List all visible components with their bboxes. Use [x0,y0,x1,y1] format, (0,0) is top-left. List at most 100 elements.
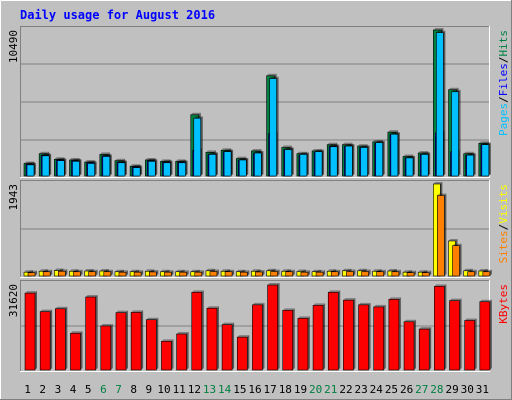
pages-bar-day-25 [390,132,400,177]
pages-bar-day-30-side [473,153,476,176]
kbytes-bar-day-27-face [418,328,430,371]
sites-bar-day-16-top [255,269,265,272]
sites-bar-day-7-side [125,270,128,276]
kbytes-bar-day-29-face [449,300,460,371]
sites-bar-day-2-top [43,269,53,272]
kbytes-bar-day-11 [176,332,189,371]
files-bar-day-30-top [465,153,475,156]
kbytes-bar-day-13-side [216,306,219,370]
x-tick-label-day-4: 4 [70,383,77,396]
kbytes-bar-day-9 [145,317,159,371]
kbytes-bar-day-16-face [252,304,263,371]
visits-bar-day-1-top [24,270,33,273]
sites-bar-day-19-top [300,270,310,273]
hits-bar-day-19-top [296,151,307,154]
pages-bar-day-26-face [405,157,414,177]
pages-bar-day-16-face [254,152,262,177]
kbytes-bar-day-18-face [282,310,294,371]
kbytes-bar-day-12-side [201,290,204,370]
kbytes-bar-day-14-face [221,324,233,371]
kbytes-bar-day-28-side [444,284,447,370]
kbytes-bar-day-4-face [70,332,81,371]
pages-bar-day-4-face [72,161,80,177]
kbytes-bar-day-1-top [25,291,37,294]
kbytes-bar-day-30 [464,318,477,371]
pages-bar-day-24-top [375,140,385,143]
kbytes-bar-day-5 [85,295,98,371]
kbytes-bar-day-16-side [262,302,265,370]
pages-bar-day-13-top [208,152,218,155]
pages-bar-day-19-face [299,154,308,177]
x-tick-label-day-3: 3 [55,383,62,396]
y-max-label-panel-2: 1943 [7,184,20,211]
hits-bar-day-30-top [463,151,474,154]
hits-bar-day-14-top [221,148,232,151]
kbytes-bar-day-18 [282,308,295,371]
visits-bar-day-15-top [236,269,246,272]
sites-bar-day-27-side [429,270,432,276]
sites-bar-day-13-face [209,271,218,277]
sites-bar-day-10-face [164,271,172,277]
sites-bar-day-13-top [209,269,219,272]
hits-bar-day-29-top [448,87,459,90]
kbytes-bar-day-14-side [232,322,235,370]
visits-bar-day-24-top [372,269,382,272]
files-bar-day-13-top [207,152,217,155]
sites-bar-day-18-face [285,271,294,277]
visits-bar-day-11-top [175,269,185,272]
legend-part: / [497,224,510,231]
kbytes-bar-day-6-face [100,325,112,371]
pages-bar-day-4-top [72,159,82,162]
kbytes-bar-day-23-top [358,302,371,305]
pages-bar-day-12-face [193,117,202,177]
kbytes-bar-day-25 [388,297,401,371]
x-tick-label-day-7: 7 [115,383,122,396]
kbytes-bar-day-9-side [156,317,159,370]
x-tick-label-day-22: 22 [339,383,352,396]
sites-bar-day-1-face [27,272,36,277]
pages-bar-day-21-top [330,144,340,147]
visits-bar-day-22-top [342,268,352,271]
sites-bar-day-25-top [391,269,401,272]
sites-bar-day-23-face [361,271,369,277]
sites-bar-day-6 [103,269,113,277]
kbytes-bar-day-13-top [206,306,219,309]
files-bar-day-8-top [132,164,142,167]
hits-bar-day-23-top [357,144,368,147]
sites-bar-day-2-side [50,269,53,276]
sites-bar-day-19-side [307,270,310,276]
pages-bar-day-5-side [94,161,97,176]
sites-bar-day-5-top [88,269,98,272]
y-max-label-panel-3: 31620 [7,284,20,317]
hits-bar-day-3-top [54,157,65,160]
pages-bar-day-19-side [306,152,309,176]
pages-bar-day-10-side [170,160,173,176]
sites-bar-day-28-top [437,193,447,196]
y-axis-legend-panel-1: Pages/Files/Hits [497,30,510,136]
kbytes-bar-day-10 [161,339,174,371]
legend-part: Files [497,63,510,96]
pages-bar-day-12-top [193,116,203,119]
kbytes-bar-day-31 [479,299,492,371]
pages-bar-day-2 [41,153,52,177]
kbytes-bar-day-9-face [145,319,157,371]
y-max-label-panel-1: 10490 [7,30,20,63]
kbytes-bar-day-1 [24,291,37,371]
hits-bar-day-28-top [433,28,444,30]
sites-bar-day-15-face [239,271,248,277]
kbytes-bar-day-7 [115,310,128,371]
pages-bar-day-31-side [488,142,491,176]
kbytes-bar-day-17-top [267,283,280,286]
pages-bar-day-25-top [390,132,400,135]
pages-bar-day-17-side [276,76,279,176]
sites-bar-day-9-side [156,269,159,276]
kbytes-bar-day-13-face [206,307,218,371]
visits-bar-day-27-top [418,270,428,273]
pages-bar-day-8-side [140,165,143,176]
hits-bar-day-18-top [281,145,292,148]
sites-bar-day-21-side [338,269,341,276]
sites-bar-day-13-side [216,269,219,276]
x-tick-label-day-9: 9 [146,383,153,396]
pages-bar-day-2-top [42,153,52,156]
sites-bar-day-15-side [247,270,250,276]
